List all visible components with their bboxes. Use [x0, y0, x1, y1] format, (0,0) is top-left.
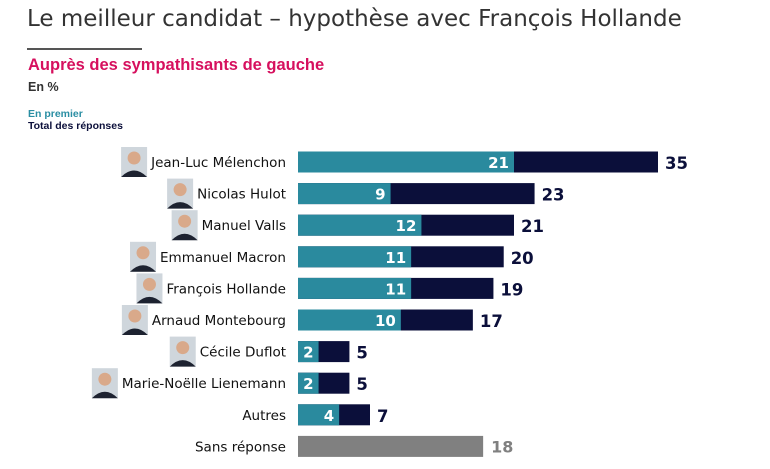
category-label: Nicolas Hulot: [197, 187, 286, 203]
candidate-photo-face: [98, 372, 112, 386]
value-label-en-premier: 2: [303, 375, 313, 393]
value-label-total: 5: [356, 344, 367, 363]
value-label-en-premier: 21: [488, 154, 509, 172]
bar-en-premier: [298, 372, 319, 394]
value-label-total: 20: [511, 249, 534, 268]
category-label: Sans réponse: [195, 439, 286, 455]
value-label-total: 23: [542, 186, 565, 205]
unit-label: En %: [28, 80, 59, 94]
category-label: Manuel Valls: [202, 218, 286, 234]
candidate-photo-face: [178, 214, 192, 228]
category-label: Jean-Luc Mélenchon: [150, 155, 286, 171]
value-label-total: 21: [521, 217, 544, 236]
legend-total: Total des réponses: [28, 120, 123, 132]
value-label-total: 18: [491, 437, 513, 456]
value-label-total: 19: [500, 280, 523, 299]
candidate-photo-face: [127, 151, 141, 165]
bar-en-premier: [298, 183, 391, 205]
bar-en-premier: [298, 246, 412, 268]
value-label-en-premier: 10: [375, 312, 396, 330]
value-label-en-premier: 12: [396, 217, 417, 235]
value-label-total: 7: [377, 407, 388, 426]
candidate-photo-suit: [171, 233, 198, 241]
category-label: Autres: [242, 408, 286, 424]
bar-en-premier: [298, 309, 401, 331]
candidate-photo-face: [176, 341, 190, 355]
chart-subtitle: Auprès des sympathisants de gauche: [28, 56, 325, 74]
value-label-total: 5: [356, 375, 367, 394]
chart-title: Le meilleur candidat – hypothèse avec Fr…: [27, 6, 682, 32]
legend-en-premier: En premier: [28, 108, 83, 120]
value-label-total: 35: [665, 154, 688, 173]
category-label: Marie-Noëlle Lienemann: [122, 376, 286, 392]
candidate-photo-suit: [121, 328, 148, 335]
value-label-en-premier: 4: [324, 407, 334, 425]
bar-en-premier: [298, 277, 412, 299]
candidate-photo-suit: [130, 265, 157, 272]
candidate-photo-face: [173, 183, 187, 197]
category-label: François Hollande: [166, 281, 286, 297]
bar-en-premier: [298, 214, 422, 236]
bar-en-premier: [298, 404, 340, 426]
candidate-photo-face: [142, 277, 156, 291]
candidate-photo-suit: [169, 360, 196, 367]
bar-sans-reponse: [298, 435, 484, 457]
category-label: Arnaud Montebourg: [152, 313, 286, 329]
bar-en-premier: [298, 151, 514, 173]
title-divider: [27, 48, 142, 50]
candidate-photo-suit: [136, 296, 163, 304]
candidate-photo-suit: [91, 391, 118, 399]
value-label-total: 17: [480, 312, 503, 331]
value-label-en-premier: 9: [375, 186, 385, 204]
candidate-photo-face: [136, 246, 150, 260]
candidate-photo-suit: [121, 170, 148, 177]
bar-en-premier: [298, 341, 319, 363]
candidate-photo-suit: [167, 202, 194, 209]
category-label: Emmanuel Macron: [160, 250, 286, 266]
value-label-en-premier: 2: [303, 344, 313, 362]
value-label-en-premier: 11: [385, 249, 406, 267]
value-label-en-premier: 11: [385, 280, 406, 298]
category-label: Cécile Duflot: [200, 345, 286, 361]
candidate-photo-face: [128, 309, 142, 323]
